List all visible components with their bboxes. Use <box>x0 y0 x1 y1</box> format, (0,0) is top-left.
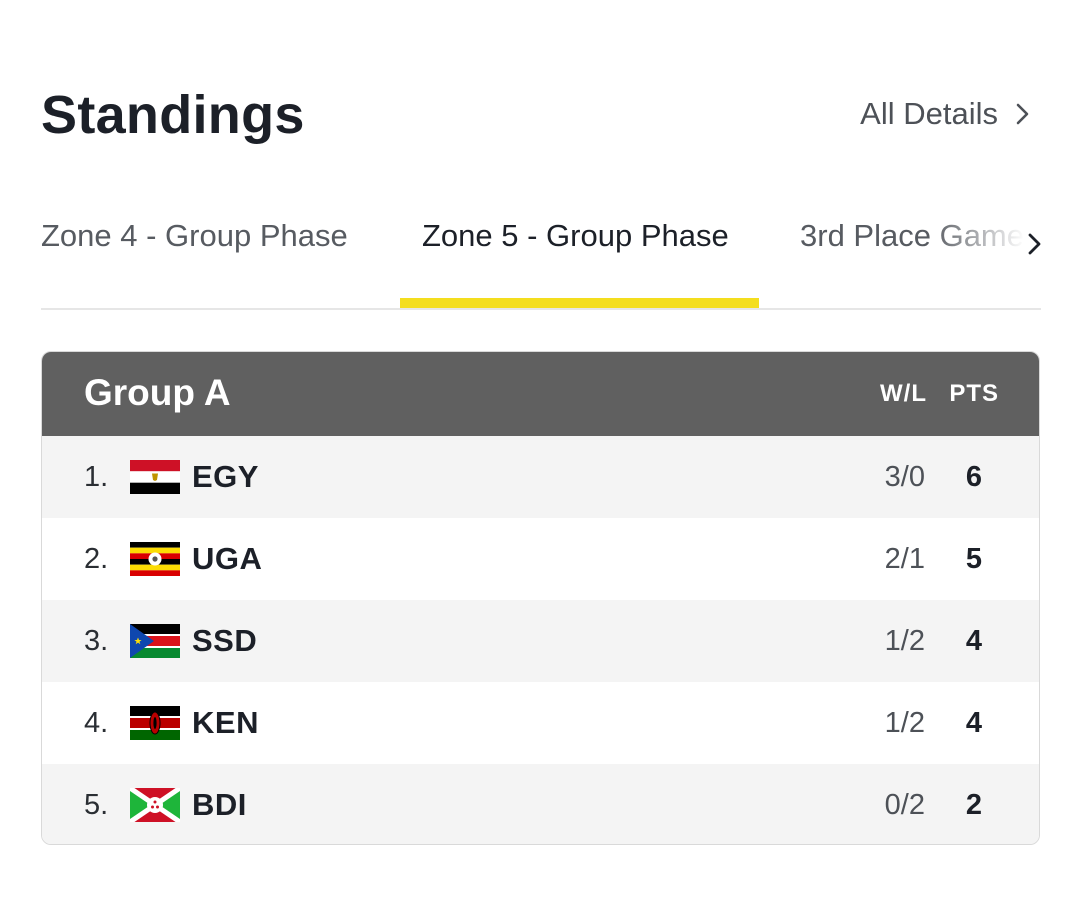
burundi-flag-icon <box>130 788 180 822</box>
table-row[interactable]: 5. BDI 0/2 2 <box>42 764 1039 844</box>
chevron-right-icon[interactable] <box>1027 232 1041 256</box>
rank: 2. <box>84 542 109 575</box>
table-row[interactable]: 2. UGA 2/1 5 <box>42 518 1039 600</box>
table-row[interactable]: 4. KEN 1/2 4 <box>42 682 1039 764</box>
rank: 1. <box>84 460 109 493</box>
all-details-link[interactable]: All Details <box>860 96 1030 132</box>
win-loss: 1/2 <box>884 624 925 657</box>
column-header-pts: PTS <box>949 380 999 407</box>
column-header-wl: W/L <box>880 380 927 407</box>
standings-table: Group A W/L PTS 1. EGY 3/0 6 2. <box>41 351 1040 845</box>
uganda-flag-icon <box>130 542 180 576</box>
rank: 4. <box>84 706 109 739</box>
win-loss: 0/2 <box>884 788 925 821</box>
points: 6 <box>965 460 982 493</box>
kenya-flag-icon <box>130 706 180 740</box>
south-sudan-flag-icon <box>130 624 180 658</box>
points: 4 <box>965 706 982 739</box>
egypt-flag-icon <box>130 460 180 494</box>
tab-scroll-fade <box>931 200 1041 300</box>
chevron-right-icon <box>1016 103 1029 125</box>
page-title: Standings <box>41 85 305 145</box>
win-loss: 1/2 <box>884 706 925 739</box>
rank: 3. <box>84 624 109 657</box>
team-name: EGY <box>192 459 259 494</box>
team-name: UGA <box>192 541 263 576</box>
active-tab-indicator <box>400 298 759 308</box>
tab-zone-4-group-phase[interactable]: Zone 4 - Group Phase <box>41 218 348 253</box>
tab-bar: Zone 4 - Group Phase Zone 5 - Group Phas… <box>41 200 1041 310</box>
table-header: Group A W/L PTS <box>42 352 1039 436</box>
table-row[interactable]: 1. EGY 3/0 6 <box>42 436 1039 518</box>
all-details-label: All Details <box>860 96 998 131</box>
points: 2 <box>965 788 982 821</box>
team-name: KEN <box>192 705 259 740</box>
group-name: Group A <box>84 372 231 413</box>
win-loss: 2/1 <box>884 542 925 575</box>
team-name: BDI <box>192 787 247 822</box>
team-name: SSD <box>192 623 258 658</box>
points: 4 <box>965 624 982 657</box>
tab-zone-5-group-phase[interactable]: Zone 5 - Group Phase <box>422 218 729 253</box>
rank: 5. <box>84 788 109 821</box>
points: 5 <box>965 542 982 575</box>
table-body: 1. EGY 3/0 6 2. UG <box>42 436 1039 844</box>
table-row[interactable]: 3. SSD 1/2 4 <box>42 600 1039 682</box>
win-loss: 3/0 <box>884 460 925 493</box>
